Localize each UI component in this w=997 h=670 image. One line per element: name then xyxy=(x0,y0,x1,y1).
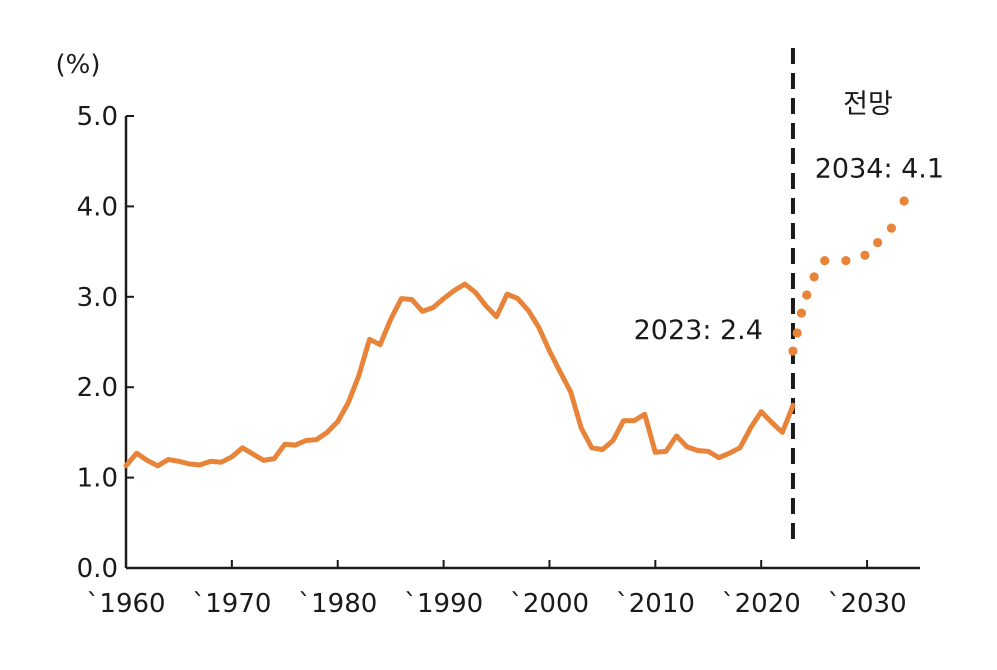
x-tick-label: `1960 xyxy=(86,589,165,619)
forecast-point xyxy=(788,346,798,356)
forecast-point xyxy=(899,196,909,206)
series-historical-line xyxy=(123,281,796,469)
y-tick-label: 5.0 xyxy=(77,102,118,132)
y-tick-label: 3.0 xyxy=(77,283,118,313)
x-tick-label: `2000 xyxy=(510,589,589,619)
y-tick-label: 4.0 xyxy=(77,192,118,222)
y-axis-ticks: 0.0 1.0 2.0 3.0 4.0 5.0 xyxy=(77,102,134,584)
forecast-point xyxy=(873,237,883,248)
y-tick-label: 1.0 xyxy=(77,464,118,494)
forecast-label: 전망 xyxy=(843,89,893,120)
y-unit-label: (%) xyxy=(56,50,101,80)
data-annotation: 2034: 4.1 xyxy=(815,153,944,184)
x-axis-ticks: `1960 `1970 `1980 `1990 `2000 `2010 `2020 `2030 xyxy=(86,560,907,619)
x-tick-label: `1980 xyxy=(298,589,377,619)
data-annotation: 2023: 2.4 xyxy=(634,315,763,346)
y-tick-label: 2.0 xyxy=(77,373,118,403)
forecast-point xyxy=(809,272,819,282)
forecast-point xyxy=(886,223,897,233)
y-tick-label: 0.0 xyxy=(77,554,118,584)
x-tick-label: `2030 xyxy=(827,589,906,619)
forecast-point xyxy=(841,256,851,266)
x-tick-label: `2010 xyxy=(616,589,695,619)
forecast-point xyxy=(820,256,830,266)
forecast-point xyxy=(860,250,870,260)
annotation-layer: 2023: 2.4 2034: 4.1 xyxy=(634,153,944,346)
x-tick-label: `1990 xyxy=(404,589,483,619)
x-tick-label: `2020 xyxy=(722,589,801,619)
forecast-point xyxy=(796,308,807,318)
x-tick-label: `1970 xyxy=(192,589,271,619)
forecast-point xyxy=(792,328,802,338)
series-layer xyxy=(123,196,909,469)
forecast-point xyxy=(802,290,812,300)
